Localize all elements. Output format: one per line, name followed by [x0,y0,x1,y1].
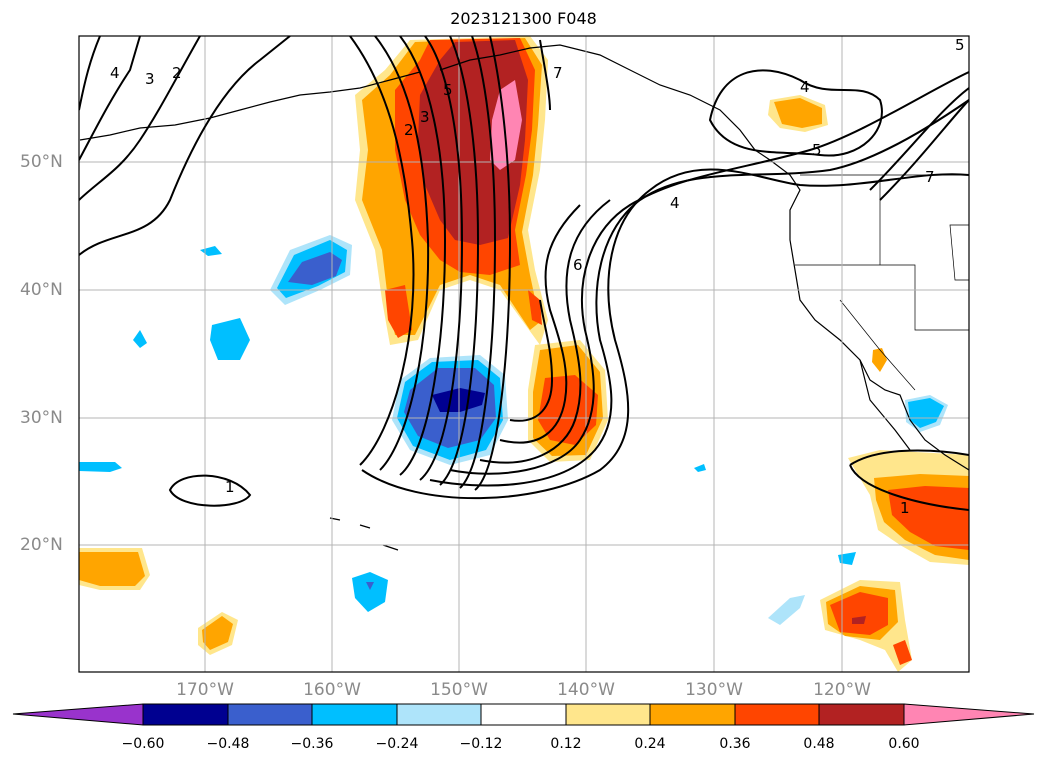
lat-label-40n: 40°N [20,280,63,300]
lon-label-170w: 170°W [176,680,234,700]
lat-label-20n: 20°N [20,535,63,555]
colorbar-tick: −0.48 [206,736,250,752]
colorbar-tick: 0.36 [719,736,751,752]
lat-label-30n: 30°N [20,408,63,428]
filled-anomaly-layer [79,36,969,672]
contour-label: 2 [404,121,414,139]
state-borders [795,174,969,391]
positive-anomaly-south-pacific [830,592,888,635]
colorbar-segment [311,703,398,726]
contour-label: 5 [955,36,965,54]
colorbar-segment [480,703,567,726]
contour-label: 1 [225,478,235,496]
colorbar [12,703,1035,726]
contour-label: 4 [110,64,120,82]
contour-label: 3 [420,108,430,126]
peak-positive-anomaly [490,80,522,170]
colorbar-tick: −0.24 [375,736,419,752]
colorbar-segment [396,703,482,726]
map-title: 2023121300 F048 [450,9,597,28]
contour-label: 5 [443,81,453,99]
plot-frame [78,35,970,673]
contour-label: 3 [145,70,155,88]
lon-label-150w: 150°W [430,680,488,700]
colorbar-tick: −0.60 [121,736,165,752]
lon-label-120w: 120°W [813,680,871,700]
colorbar-segment [734,703,820,726]
colorbar-segment [649,703,736,726]
colorbar-segment [565,703,651,726]
contour-label: 1 [900,499,910,517]
contour-label: 7 [925,168,935,186]
contour-label: 2 [172,64,182,82]
colorbar-tick: 0.12 [550,736,582,752]
contour-label: 4 [800,78,810,96]
colorbar-tick: 0.24 [634,736,666,752]
colorbar-extend-min [12,703,144,726]
height-contours [79,36,969,511]
positive-anomaly-southwest [79,552,145,586]
lon-label-130w: 130°W [685,680,743,700]
lat-label-50n: 50°N [20,152,63,172]
lon-label-140w: 140°W [557,680,615,700]
graticule [79,36,969,672]
contour-label: 6 [573,256,583,274]
coastline-layer [79,44,969,551]
colorbar-tick: 0.48 [803,736,835,752]
colorbar-tick: −0.12 [459,736,503,752]
colorbar-tick: 0.60 [888,736,920,752]
colorbar-extend-max [903,703,1035,726]
lon-label-160w: 160°W [303,680,361,700]
colorbar-segment [227,703,313,726]
contour-labels: 3 2 4 5 2 3 5 7 4 5 7 4 6 1 1 [110,36,965,517]
contour-label: 7 [553,64,563,82]
contour-label: 4 [670,194,680,212]
colorbar-segment [818,703,905,726]
colorbar-segment [142,703,229,726]
colorbar-tick: −0.36 [290,736,334,752]
contour-label: 5 [812,141,822,159]
